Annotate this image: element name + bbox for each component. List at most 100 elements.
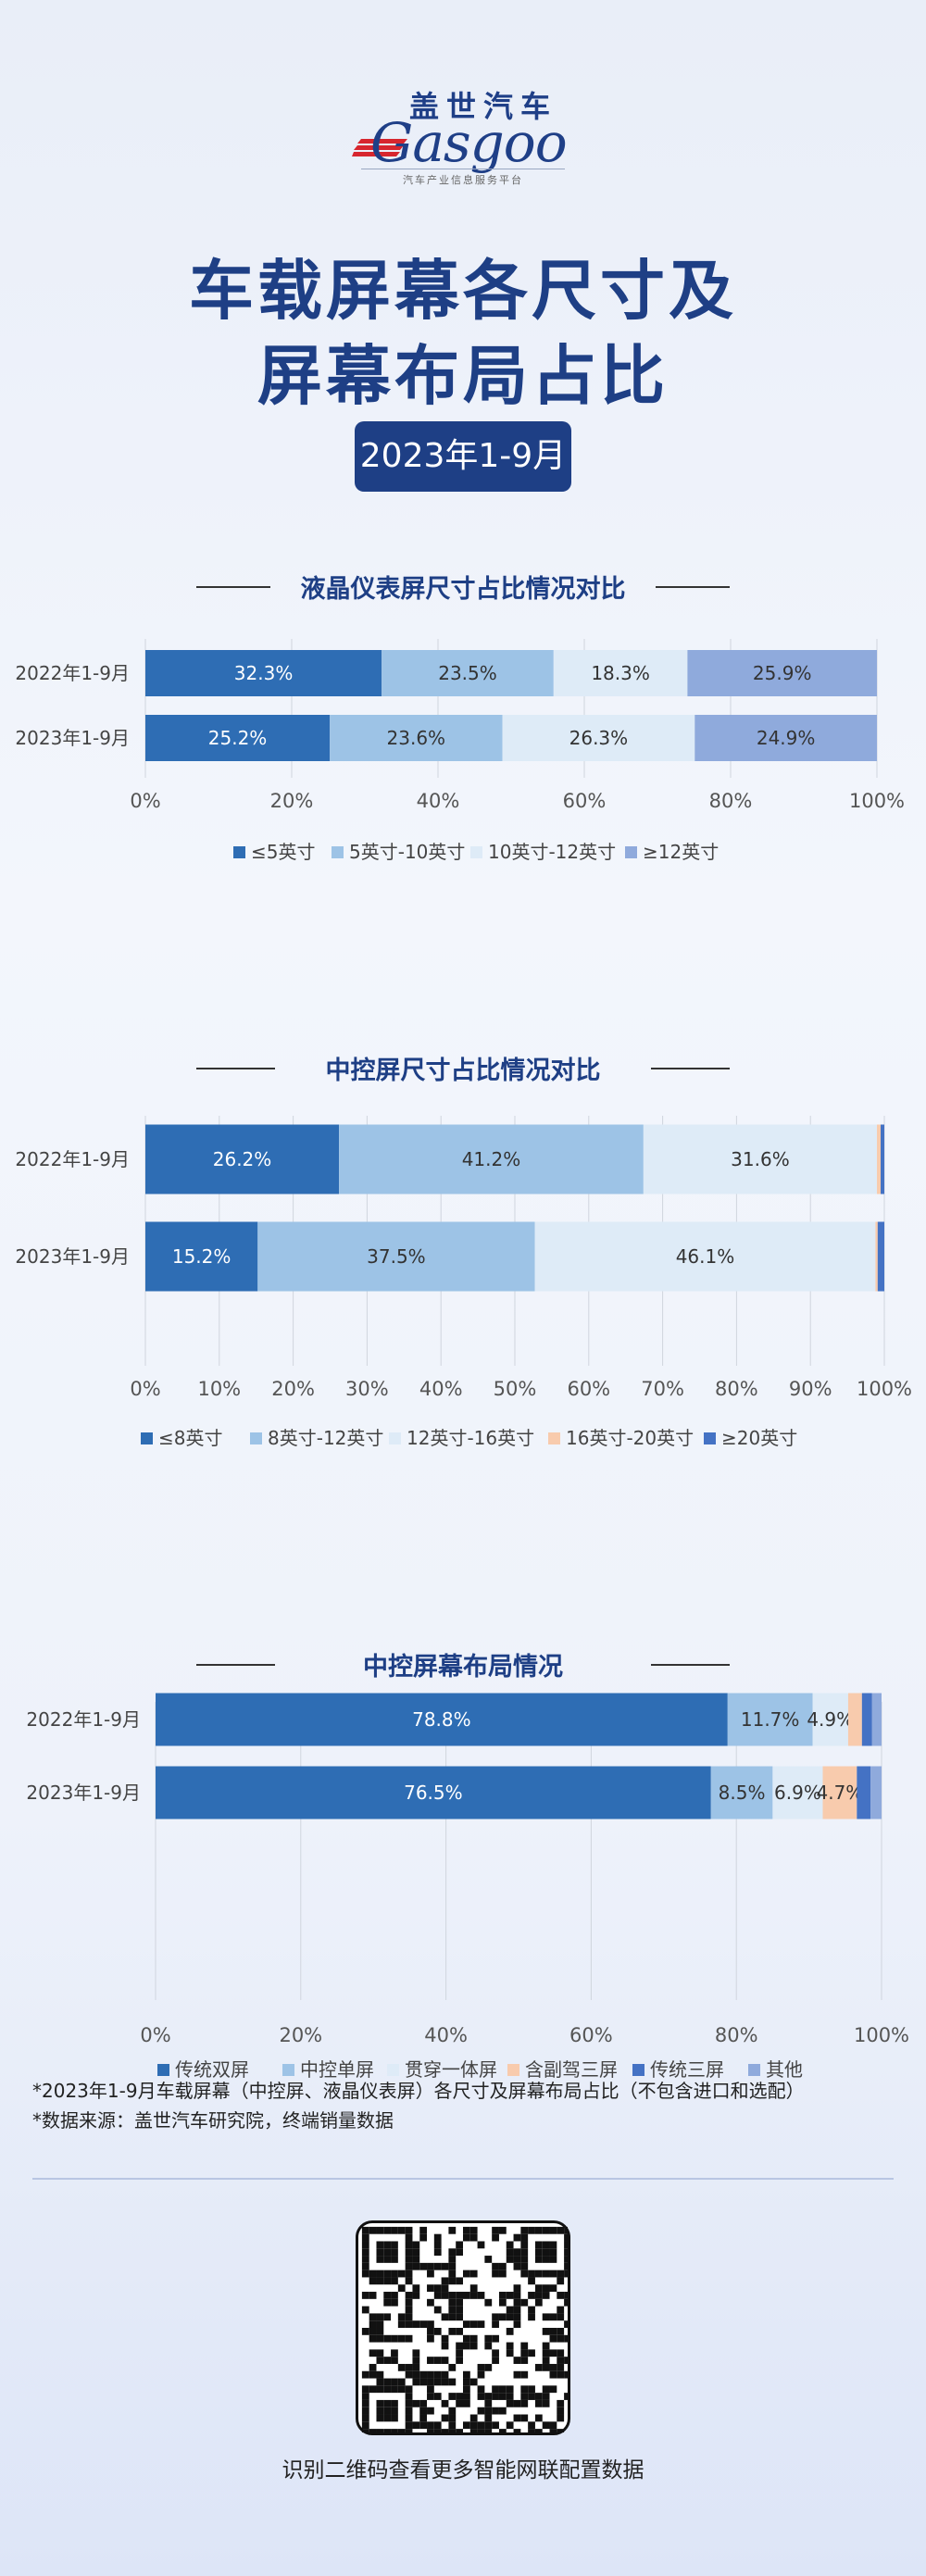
data-label: 25.9% — [753, 662, 812, 684]
qr-module — [549, 2284, 557, 2293]
qr-module — [549, 2248, 557, 2257]
qr-module — [391, 2349, 398, 2357]
qr-module — [463, 2421, 470, 2430]
bar-segment — [643, 1124, 878, 1194]
qr-module — [520, 2256, 529, 2263]
qr-module — [376, 2414, 384, 2422]
qr-module — [542, 2357, 550, 2364]
bar-segment — [534, 1221, 876, 1292]
legend-label: 10英寸-12英寸 — [488, 841, 616, 863]
qr-module — [397, 2313, 406, 2321]
qr-module — [427, 2370, 434, 2379]
legend-label: 含副驾三屏 — [525, 2058, 618, 2081]
qr-module — [397, 2385, 406, 2394]
qr-module — [513, 2429, 521, 2432]
section1-title: 液晶仪表屏尺寸占比情况对比 — [300, 575, 626, 604]
qr-module — [520, 2393, 529, 2400]
qr-module — [412, 2363, 420, 2371]
bar-segment — [847, 1693, 862, 1746]
qr-module — [433, 2262, 442, 2270]
qr-module — [492, 2421, 499, 2430]
qr-module — [412, 2262, 420, 2270]
legend-label: 中控单屏 — [300, 2058, 374, 2081]
qr-module — [369, 2363, 377, 2371]
qr-module — [534, 2298, 543, 2307]
qr-module — [549, 2363, 557, 2371]
lcd-cluster-size-chart: 0% 20% 40% 60% 80% 100% 2022年1-9月 32.3% 23.5% 18.… — [15, 639, 905, 863]
qr-module — [542, 2385, 550, 2394]
qr-module — [549, 2256, 557, 2263]
qr-module — [391, 2414, 398, 2422]
qr-module — [520, 2414, 529, 2422]
qr-module — [397, 2226, 406, 2234]
x-tick-label: 60% — [563, 790, 607, 812]
qr-module — [498, 2385, 507, 2394]
qr-module — [361, 2370, 369, 2379]
qr-module — [506, 2399, 514, 2407]
qr-caption: 识别二维码查看更多智能网联配置数据 — [282, 2458, 644, 2482]
qr-module — [376, 2349, 384, 2357]
qr-module — [477, 2292, 485, 2299]
legend-swatch — [748, 2064, 760, 2076]
legend-swatch — [250, 1432, 262, 1444]
qr-module — [542, 2284, 550, 2293]
qr-module — [492, 2357, 499, 2364]
qr-module — [391, 2270, 398, 2278]
qr-module — [534, 2399, 543, 2407]
qr-module — [456, 2292, 463, 2299]
brand-name-cn: 盖世汽车 — [409, 89, 558, 124]
qr-module — [557, 2363, 565, 2371]
qr-module — [433, 2284, 442, 2293]
bar-segment — [156, 1693, 728, 1746]
qr-module — [427, 2393, 434, 2400]
qr-module — [484, 2414, 493, 2422]
qr-module — [448, 2226, 457, 2234]
x-tick-label: 40% — [424, 2024, 468, 2046]
qr-module — [469, 2226, 478, 2234]
qr-module — [513, 2248, 521, 2257]
qr-module — [419, 2262, 428, 2270]
qr-module — [376, 2378, 384, 2386]
qr-module — [427, 2270, 434, 2278]
bar-segment — [871, 1693, 882, 1746]
center-screen-size-chart: 0% 10% 20% 30% 40% 50% 60% 70% 80% 90% 100% 2022年1-… — [15, 1116, 912, 1449]
section3-line-right — [651, 1664, 730, 1666]
qr-module — [419, 2421, 428, 2430]
qr-module — [557, 2334, 565, 2343]
qr-module — [492, 2313, 499, 2321]
qr-module — [448, 2270, 457, 2278]
qr-code[interactable] — [356, 2220, 570, 2435]
qr-module — [369, 2320, 377, 2328]
qr-module — [383, 2313, 392, 2321]
qr-module — [376, 2226, 384, 2234]
data-label: 26.3% — [569, 727, 629, 749]
section1-line-left — [196, 586, 270, 588]
qr-module — [376, 2313, 384, 2321]
qr-module — [477, 2421, 485, 2430]
legend-swatch — [233, 846, 245, 858]
qr-module — [412, 2349, 420, 2357]
data-label: 4.7% — [817, 1782, 864, 1804]
qr-module — [412, 2284, 420, 2293]
qr-module — [427, 2320, 434, 2328]
qr-module — [361, 2429, 369, 2432]
qr-module — [383, 2399, 392, 2407]
x-tick-label: 80% — [715, 2024, 758, 2046]
qr-module — [419, 2414, 428, 2422]
x-tick-label: 0% — [130, 1378, 160, 1400]
qr-module — [405, 2241, 413, 2249]
qr-module — [419, 2233, 428, 2242]
qr-module — [441, 2313, 449, 2321]
qr-module — [484, 2421, 493, 2430]
qr-module — [492, 2320, 499, 2328]
qr-module — [441, 2378, 449, 2386]
qr-module — [383, 2414, 392, 2422]
qr-module — [433, 2370, 442, 2379]
qr-module — [448, 2298, 457, 2307]
qr-module — [405, 2421, 413, 2430]
data-label: 8.5% — [719, 1782, 766, 1804]
legend-label: 其他 — [766, 2058, 803, 2081]
qr-module — [391, 2357, 398, 2364]
legend-label: ≥12英寸 — [643, 841, 719, 863]
qr-module — [520, 2248, 529, 2257]
